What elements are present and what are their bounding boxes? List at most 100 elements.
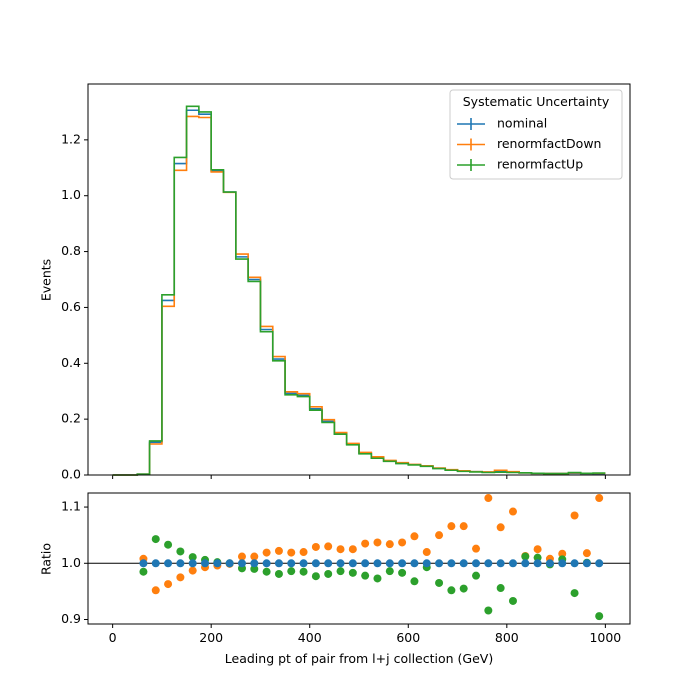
bottom-ticks: 0 200 400 600 800 1000 0.9 1.0 1.1 bbox=[61, 499, 621, 645]
ratio-point bbox=[348, 559, 357, 568]
ratio-point bbox=[311, 559, 320, 568]
ratio-point bbox=[385, 540, 394, 549]
ratio-point bbox=[508, 507, 517, 516]
ratio-point bbox=[164, 580, 173, 589]
ratio-point bbox=[558, 559, 567, 568]
top-axes-frame bbox=[87, 83, 631, 476]
ratio-point bbox=[472, 571, 481, 580]
ratio-point bbox=[472, 544, 481, 553]
ratio-point bbox=[422, 548, 431, 557]
bottom-y-axis-label: Ratio bbox=[39, 543, 54, 575]
ratio-point bbox=[459, 559, 468, 568]
ratio-point bbox=[262, 548, 271, 557]
ratio-point bbox=[582, 559, 591, 568]
ratio-point bbox=[595, 494, 604, 503]
ratio-point bbox=[570, 511, 579, 520]
legend-entries: nominal renormfactDown renormfactUp bbox=[457, 116, 601, 172]
top-y-tick-label: 0.6 bbox=[61, 299, 81, 314]
ratio-point bbox=[151, 535, 160, 544]
ratio-point bbox=[336, 545, 345, 554]
ratio-point bbox=[459, 584, 468, 593]
bottom-y-tick-label: 0.9 bbox=[61, 611, 81, 626]
bottom-y-tick-label: 1.1 bbox=[61, 499, 81, 514]
legend-entry-renormfactDown: renormfactDown bbox=[457, 136, 601, 151]
ratio-point bbox=[410, 559, 419, 568]
ratio-point bbox=[545, 559, 554, 568]
ratio-point bbox=[225, 559, 234, 568]
x-axis-label: Leading pt of pair from l+j collection (… bbox=[225, 651, 493, 666]
ratio-point bbox=[324, 542, 333, 551]
ratio-point bbox=[151, 586, 160, 595]
ratio-point bbox=[139, 567, 148, 576]
x-tick-label: 800 bbox=[495, 630, 519, 645]
ratio-point bbox=[521, 559, 530, 568]
ratio-point bbox=[287, 567, 296, 576]
legend-label: nominal bbox=[497, 116, 547, 131]
ratio-point bbox=[435, 531, 444, 540]
top-ticks: 0.0 0.2 0.4 0.6 0.8 1.0 1.2 bbox=[61, 131, 606, 482]
ratio-point bbox=[237, 559, 246, 568]
ratio-point bbox=[496, 559, 505, 568]
bottom-y-tick-label: 1.0 bbox=[61, 555, 81, 570]
ratio-point bbox=[447, 559, 456, 568]
legend-label: renormfactDown bbox=[497, 136, 601, 151]
ratio-point bbox=[201, 559, 210, 568]
ratio-point bbox=[274, 559, 283, 568]
ratio-point bbox=[422, 559, 431, 568]
ratio-point bbox=[287, 559, 296, 568]
ratio-point bbox=[151, 559, 160, 568]
x-tick-label: 1000 bbox=[589, 630, 621, 645]
x-tick-label: 0 bbox=[109, 630, 117, 645]
ratio-point bbox=[595, 612, 604, 621]
ratio-point bbox=[459, 522, 468, 531]
ratio-point bbox=[570, 589, 579, 598]
ratio-point bbox=[373, 559, 382, 568]
ratio-point bbox=[385, 559, 394, 568]
ratio-point bbox=[188, 559, 197, 568]
ratio-point bbox=[410, 532, 419, 541]
ratio-point bbox=[582, 549, 591, 558]
ratio-point bbox=[496, 584, 505, 593]
ratio-point bbox=[533, 559, 542, 568]
ratio-point bbox=[176, 559, 185, 568]
top-y-tick-label: 0.0 bbox=[61, 467, 81, 482]
ratio-point bbox=[274, 546, 283, 555]
legend-box bbox=[449, 89, 623, 180]
top-y-tick-label: 0.2 bbox=[61, 411, 81, 426]
ratio-point bbox=[262, 559, 271, 568]
ratio-point bbox=[472, 559, 481, 568]
ratio-point bbox=[348, 545, 357, 554]
ratio-point bbox=[176, 547, 185, 556]
ratio-point bbox=[533, 545, 542, 554]
ratio-point bbox=[176, 573, 185, 582]
ratio-point bbox=[274, 569, 283, 578]
ratio-point bbox=[287, 548, 296, 557]
histogram-line-renormfactUp bbox=[112, 105, 606, 476]
top-y-tick-label: 0.8 bbox=[61, 243, 81, 258]
ratio-series bbox=[139, 494, 604, 621]
ratio-point bbox=[336, 559, 345, 568]
ratio-points-nominal bbox=[139, 559, 604, 568]
ratio-point bbox=[373, 538, 382, 547]
ratio-point bbox=[348, 568, 357, 577]
ratio-point bbox=[237, 552, 246, 561]
ratio-point bbox=[324, 569, 333, 578]
histogram-line-renormfactDown bbox=[112, 115, 606, 476]
ratio-panel: 0 200 400 600 800 1000 0.9 1.0 1.1 Ratio Leading… bbox=[39, 492, 631, 666]
x-tick-label: 400 bbox=[298, 630, 322, 645]
ratio-point bbox=[496, 523, 505, 532]
ratio-point bbox=[484, 559, 493, 568]
ratio-point bbox=[447, 586, 456, 595]
top-y-tick-label: 1.2 bbox=[61, 131, 81, 146]
ratio-point bbox=[311, 572, 320, 581]
ratio-point bbox=[262, 567, 271, 576]
ratio-point bbox=[250, 564, 259, 573]
ratio-point bbox=[299, 559, 308, 568]
ratio-point bbox=[595, 559, 604, 568]
ratio-point bbox=[336, 567, 345, 576]
ratio-point bbox=[435, 559, 444, 568]
ratio-point bbox=[558, 549, 567, 558]
x-tick-label: 600 bbox=[396, 630, 420, 645]
ratio-point bbox=[250, 552, 259, 561]
